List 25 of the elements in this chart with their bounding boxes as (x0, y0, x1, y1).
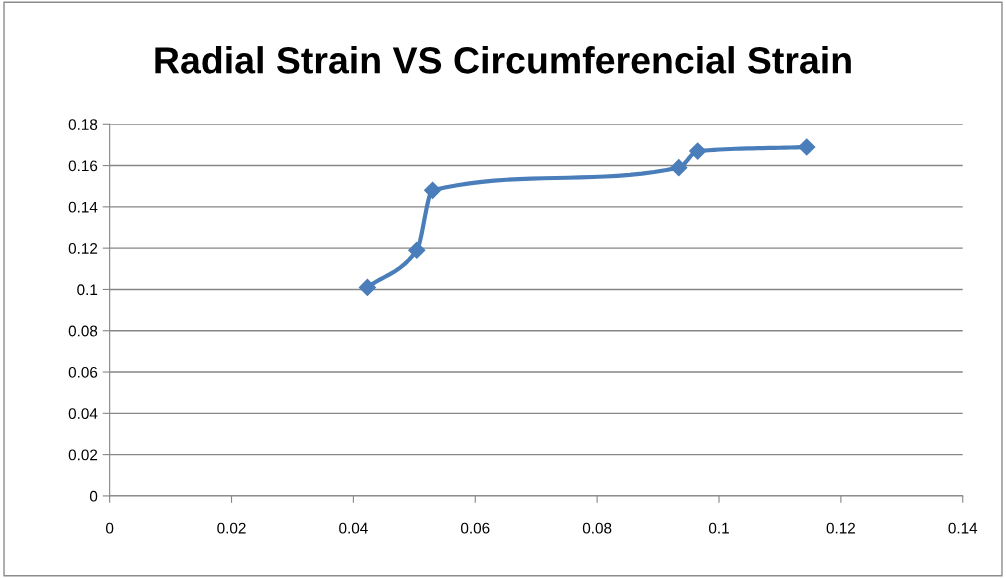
point (670, 159, 688, 177)
y-tick-label: 0.06 (68, 366, 98, 378)
y-tick-label: 0.14 (68, 201, 98, 213)
chart-title: Radial Strain VS Circumferencial Strain (155, 46, 851, 74)
y-tick-label: 0.12 (68, 243, 98, 254)
x-tick-label: 0.04 (339, 522, 368, 534)
y-tick-label: 0.1 (77, 284, 98, 296)
x-tick-label: 0.12 (826, 522, 855, 534)
point (424, 181, 442, 199)
point (689, 142, 707, 160)
x-tick-label: 0.02 (217, 522, 246, 534)
x-tick-label: 0 (106, 522, 114, 534)
y-tick-label: 0.02 (68, 449, 98, 461)
y-tick-label: 0 (89, 490, 98, 502)
point (358, 278, 376, 296)
y-tick-label: 0.16 (68, 160, 98, 172)
y-tick-label: 0.08 (68, 325, 98, 337)
x-tick-label: 0.06 (460, 522, 490, 534)
point (408, 241, 426, 259)
y-tick-label: 0.04 (68, 408, 98, 420)
y-tick-label: 0.18 (68, 119, 98, 130)
x-tick-label: 0.08 (582, 522, 612, 534)
point (798, 138, 816, 156)
x-tick-label: 0.1 (708, 522, 729, 534)
x-tick-label: 0.14 (948, 522, 978, 534)
